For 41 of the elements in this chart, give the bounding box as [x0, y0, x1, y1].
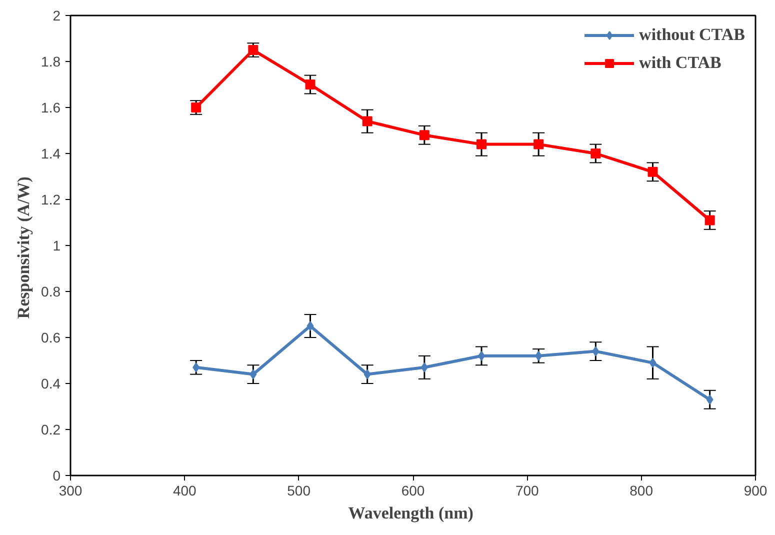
point [306, 321, 314, 331]
point [648, 166, 658, 177]
y-tick-label: 1.4 [41, 146, 61, 162]
point [534, 139, 544, 150]
point [590, 148, 601, 158]
y-tick-label: 0.2 [41, 422, 61, 438]
y-tick-label: 1 [52, 238, 61, 254]
point [592, 346, 600, 356]
point [649, 358, 656, 368]
point [248, 45, 258, 55]
y-tick-label: 0.6 [41, 330, 61, 346]
y-tick-label: 0.8 [41, 284, 61, 300]
point [250, 369, 257, 380]
x-tick-label: 500 [287, 482, 311, 498]
y-tick-label: 1.2 [41, 192, 61, 208]
y-tick-label: 1.8 [41, 54, 61, 70]
point [704, 215, 715, 226]
point [305, 80, 316, 90]
point [535, 350, 542, 361]
x-axis-title: Wavelength (nm) [348, 504, 474, 522]
point [420, 362, 428, 372]
point [192, 362, 200, 372]
point [191, 102, 202, 112]
legend-label: without CTAB [639, 25, 745, 45]
point [476, 139, 486, 150]
point [706, 394, 714, 405]
point [419, 130, 430, 140]
x-tick-label: 700 [515, 482, 540, 498]
x-tick-label: 300 [58, 482, 82, 498]
x-tick-label: 800 [630, 482, 654, 498]
y-axis-title: Responsivity (A/W) [14, 176, 34, 319]
x-tick-label: 900 [744, 482, 768, 498]
legend-label: with CTAB [639, 53, 722, 73]
y-tick-label: 2 [52, 8, 61, 24]
y-tick-label: 0.4 [41, 376, 61, 392]
x-tick-label: 400 [172, 482, 197, 498]
point [362, 116, 372, 126]
y-tick-label: 1.6 [41, 100, 61, 116]
y-tick-label: 0 [52, 468, 61, 484]
point [364, 369, 371, 380]
x-tick-label: 600 [401, 482, 425, 498]
